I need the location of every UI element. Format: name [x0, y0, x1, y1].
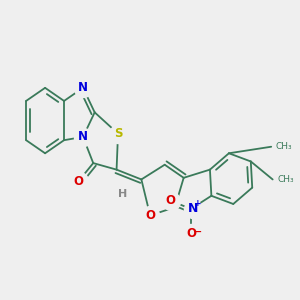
Text: H: H [118, 189, 127, 199]
Text: N: N [78, 130, 88, 143]
Text: O: O [186, 227, 196, 240]
Text: −: − [194, 227, 202, 237]
Text: O: O [145, 209, 155, 222]
Text: O: O [166, 194, 176, 207]
Text: S: S [114, 127, 122, 140]
Text: CH₃: CH₃ [277, 175, 294, 184]
Text: N: N [78, 81, 88, 94]
Text: CH₃: CH₃ [276, 142, 292, 151]
Text: N: N [188, 202, 199, 215]
Text: O: O [74, 175, 84, 188]
Text: +: + [194, 200, 202, 208]
